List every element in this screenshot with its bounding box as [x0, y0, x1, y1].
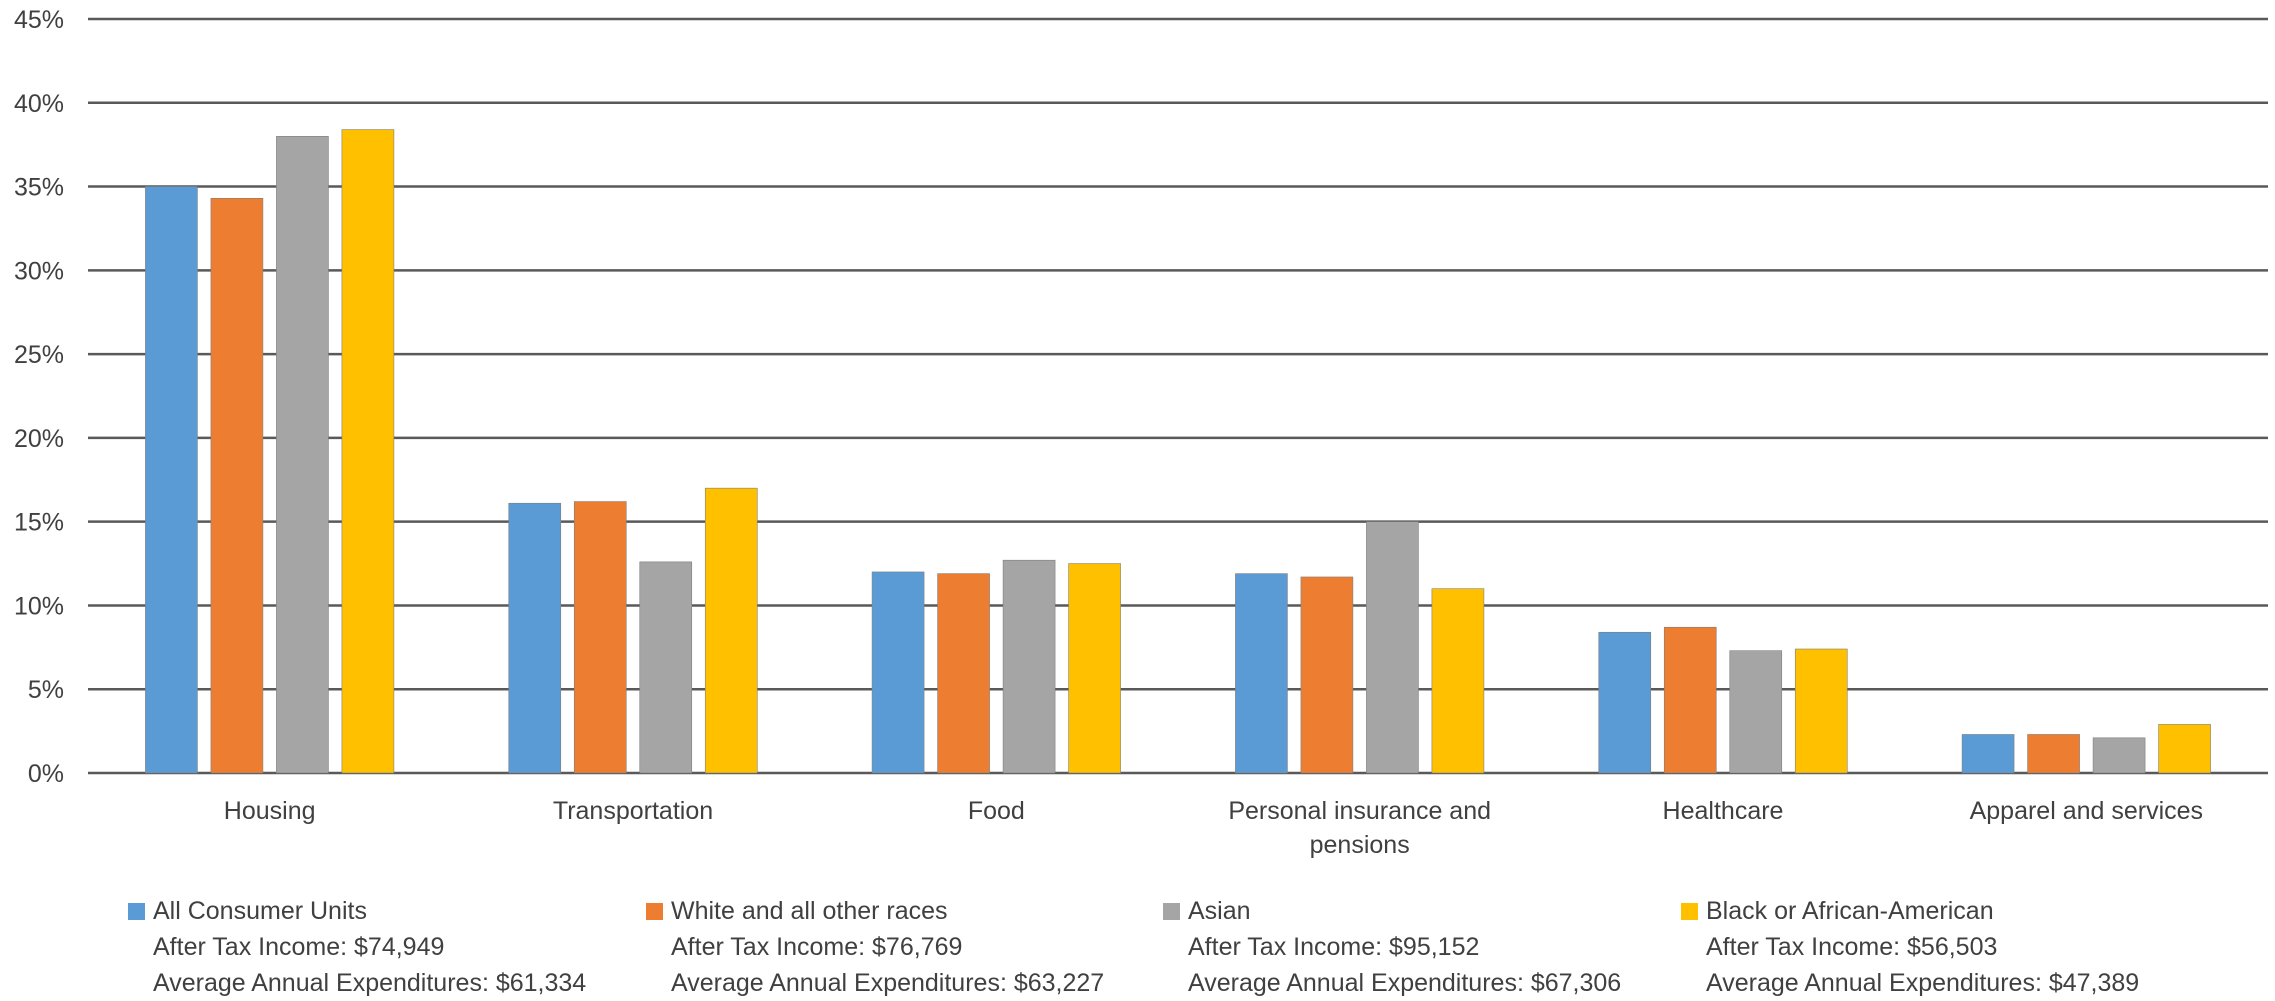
legend-series-name: Black or African-American — [1706, 897, 1994, 925]
y-tick-label: 20% — [14, 425, 64, 453]
legend-swatch-black-or-african-american — [1681, 903, 1698, 920]
legend-annual-expenditures: Average Annual Expenditures: $67,306 — [1188, 969, 1622, 997]
bar-white-and-all-other-races-transportation — [573, 501, 627, 774]
x-tick-label-food: Food — [968, 797, 1025, 825]
bar-asian-apparel-and-services — [2092, 737, 2146, 774]
bar-all-consumer-units-food — [871, 571, 925, 774]
y-tick-label: 5% — [28, 676, 64, 704]
bar-white-and-all-other-races-apparel-and-services — [2027, 734, 2080, 774]
bar-all-consumer-units-transportation — [508, 502, 562, 774]
bar-asian-personal-insurance-and-pensions — [1366, 521, 1419, 774]
legend-annual-expenditures: Average Annual Expenditures: $47,389 — [1706, 969, 2140, 997]
x-axis-category-labels: Housing Transportation Food Personal insura… — [224, 797, 2203, 859]
y-tick-label: 35% — [14, 174, 64, 202]
y-tick-label: 45% — [14, 6, 64, 34]
bar-asian-transportation — [639, 561, 693, 774]
legend-after-tax-income: After Tax Income: $95,152 — [1188, 933, 1480, 961]
legend-series-name: Asian — [1188, 897, 1251, 925]
legend-after-tax-income: After Tax Income: $56,503 — [1706, 933, 1998, 961]
bars — [145, 129, 2211, 774]
bar-all-consumer-units-personal-insurance-and-pensions — [1235, 573, 1288, 774]
bar-black-or-african-american-apparel-and-services — [2158, 724, 2211, 774]
bar-asian-housing — [276, 135, 329, 774]
y-tick-label: 0% — [28, 760, 64, 788]
bar-asian-food — [1002, 559, 1056, 774]
y-tick-label: 40% — [14, 90, 64, 118]
bar-asian-healthcare — [1729, 650, 1783, 774]
legend-annual-expenditures: Average Annual Expenditures: $63,227 — [671, 969, 1105, 997]
bar-black-or-african-american-housing — [341, 129, 395, 774]
y-tick-label: 15% — [14, 509, 64, 537]
y-tick-label: 25% — [14, 341, 64, 369]
x-tick-label-transportation: Transportation — [553, 797, 713, 825]
legend-series-name: All Consumer Units — [153, 897, 367, 925]
x-tick-label-apparel-and-services: Apparel and services — [1970, 797, 2203, 825]
x-tick-label-housing: Housing — [224, 797, 316, 825]
legend-annual-expenditures: Average Annual Expenditures: $61,334 — [153, 969, 587, 997]
bar-all-consumer-units-healthcare — [1598, 631, 1652, 774]
legend: All Consumer Units After Tax Income: $74… — [0, 893, 2275, 999]
bar-white-and-all-other-races-housing — [210, 197, 264, 774]
x-tick-label-healthcare: Healthcare — [1663, 797, 1784, 825]
bar-black-or-african-american-healthcare — [1794, 648, 1848, 774]
x-tick-label-personal-insurance-and-pensions: Personal insurance and pensions — [1228, 797, 1491, 859]
bar-black-or-african-american-personal-insurance-and-pensions — [1431, 588, 1485, 774]
bar-black-or-african-american-food — [1068, 563, 1121, 774]
legend-swatch-all-consumer-units — [128, 903, 145, 920]
legend-series-name: White and all other races — [671, 897, 948, 925]
bar-white-and-all-other-races-food — [937, 573, 990, 774]
y-axis-tick-labels: 0% 5% 10% 15% 20% 25% 30% 35% 40% 45% — [14, 6, 64, 788]
y-tick-label: 30% — [14, 257, 64, 285]
legend-swatch-asian — [1163, 903, 1180, 920]
legend-swatch-white-and-all-other-races — [646, 903, 663, 920]
bar-all-consumer-units-apparel-and-services — [1961, 734, 2015, 774]
bar-white-and-all-other-races-healthcare — [1663, 626, 1717, 774]
bar-black-or-african-american-transportation — [704, 487, 758, 774]
bar-all-consumer-units-housing — [145, 186, 198, 774]
bar-white-and-all-other-races-personal-insurance-and-pensions — [1300, 576, 1354, 774]
legend-after-tax-income: After Tax Income: $76,769 — [671, 933, 963, 961]
gridlines — [88, 17, 2268, 775]
y-tick-label: 10% — [14, 592, 64, 620]
legend-after-tax-income: After Tax Income: $74,949 — [153, 933, 445, 961]
